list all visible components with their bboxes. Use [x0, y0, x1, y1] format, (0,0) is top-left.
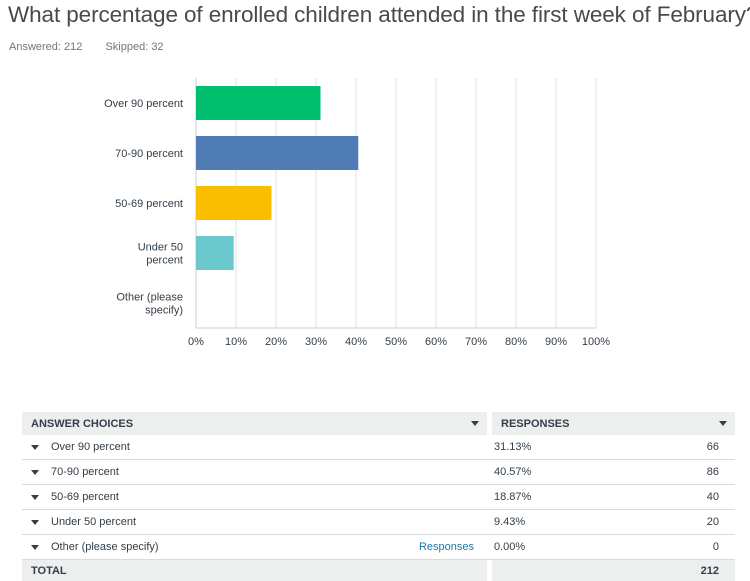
bar-chart: 0% 10% 20% 30% 40% 50% 60% 70% 80% 90% 100% Over 90…: [0, 0, 750, 400]
x-tick-label: 60%: [425, 336, 447, 348]
choice-label: 70-90 percent: [51, 466, 119, 478]
sort-responses-icon[interactable]: [719, 421, 727, 426]
choice-label: 50-69 percent: [51, 491, 119, 503]
bar: [196, 236, 234, 270]
x-tick-label: 30%: [305, 336, 327, 348]
x-tick-label: 70%: [465, 336, 487, 348]
choice-label: Other (please specify): [51, 541, 159, 553]
chevron-down-icon[interactable]: [31, 545, 39, 550]
sort-choices-icon[interactable]: [471, 421, 479, 426]
choice-label: Under 50 percent: [51, 516, 136, 528]
count-cell: 66: [644, 435, 735, 460]
answer-choices-header[interactable]: ANSWER CHOICES: [22, 412, 487, 435]
responses-header[interactable]: RESPONSES: [492, 412, 735, 435]
category-label: specify): [145, 305, 183, 317]
choice-cell: 70-90 percent: [22, 460, 487, 485]
choice-cell: Other (please specify) Responses: [22, 535, 487, 560]
chevron-down-icon[interactable]: [31, 520, 39, 525]
x-tick-label: 100%: [582, 336, 610, 348]
table-row: 70-90 percent 40.57% 86: [22, 460, 735, 485]
count-cell: 40: [644, 485, 735, 510]
category-label: Other (please: [116, 292, 183, 304]
x-tick-label: 0%: [188, 336, 204, 348]
table-row: Other (please specify) Responses 0.00% 0: [22, 535, 735, 560]
bar: [196, 186, 271, 220]
bar: [196, 86, 321, 120]
category-label: 50-69 percent: [115, 198, 183, 210]
percent-cell: 0.00%: [492, 535, 644, 560]
x-tick-label: 20%: [265, 336, 287, 348]
percent-cell: 18.87%: [492, 485, 644, 510]
count-cell: 20: [644, 510, 735, 535]
x-tick-label: 90%: [545, 336, 567, 348]
category-label: 70-90 percent: [115, 148, 183, 160]
x-tick-label: 80%: [505, 336, 527, 348]
percent-cell: 40.57%: [492, 460, 644, 485]
table-header: ANSWER CHOICES RESPONSES: [22, 412, 735, 435]
responses-link[interactable]: Responses: [419, 541, 474, 553]
chevron-down-icon[interactable]: [31, 445, 39, 450]
table-row: 50-69 percent 18.87% 40: [22, 485, 735, 510]
count-cell: 0: [644, 535, 735, 560]
percent-cell: 9.43%: [492, 510, 644, 535]
x-tick-label: 40%: [345, 336, 367, 348]
category-label: percent: [146, 255, 183, 267]
choice-label: Over 90 percent: [51, 441, 130, 453]
category-label: Under 50: [138, 242, 183, 254]
x-tick-label: 10%: [225, 336, 247, 348]
chevron-down-icon[interactable]: [31, 470, 39, 475]
responses-label: RESPONSES: [501, 418, 569, 430]
chevron-down-icon[interactable]: [31, 495, 39, 500]
count-cell: 86: [644, 460, 735, 485]
table-row: Under 50 percent 9.43% 20: [22, 510, 735, 535]
x-tick-label: 50%: [385, 336, 407, 348]
choice-cell: Under 50 percent: [22, 510, 487, 535]
response-table: ANSWER CHOICES RESPONSES Over 90 percent…: [22, 412, 735, 581]
table-row: Over 90 percent 31.13% 66: [22, 435, 735, 460]
percent-cell: 31.13%: [492, 435, 644, 460]
category-label: Over 90 percent: [104, 98, 183, 110]
answer-choices-label: ANSWER CHOICES: [31, 418, 133, 430]
choice-cell: 50-69 percent: [22, 485, 487, 510]
choice-cell: Over 90 percent: [22, 435, 487, 460]
bar: [196, 136, 358, 170]
